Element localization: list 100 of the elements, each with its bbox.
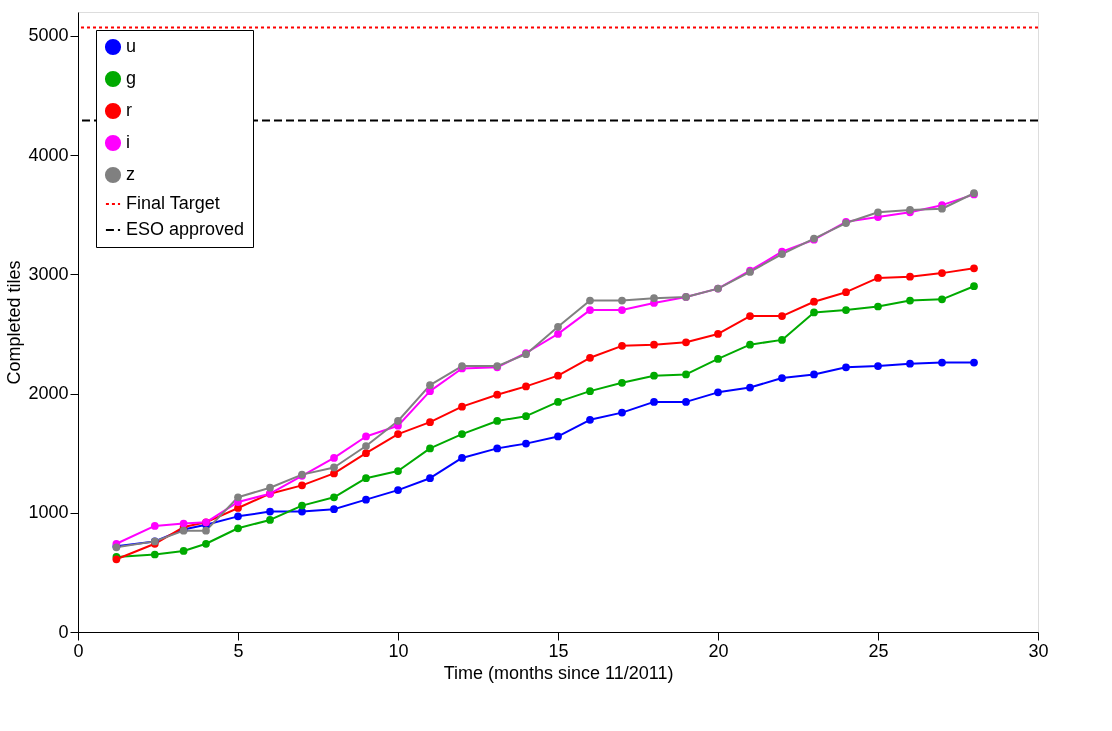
point: [202, 539, 210, 548]
point: [426, 474, 434, 483]
point: [458, 454, 466, 462]
x-tick-label: 20: [708, 640, 729, 661]
point: [970, 282, 978, 291]
point: [394, 467, 402, 475]
legend-label: z: [126, 164, 135, 184]
point: [938, 204, 946, 213]
point: [906, 359, 914, 368]
point: [906, 272, 914, 281]
point: [714, 330, 722, 338]
point: [938, 358, 946, 367]
legend-label: ESO approved: [126, 219, 245, 239]
x-tick-label: 15: [548, 640, 569, 661]
point: [202, 526, 210, 535]
y-tick-label: 4000: [28, 144, 69, 165]
point: [618, 408, 626, 417]
point: [650, 340, 658, 349]
point: [714, 355, 722, 363]
point: [938, 295, 946, 304]
point: [810, 297, 818, 306]
point: [810, 308, 818, 317]
point: [394, 430, 402, 438]
point: [426, 444, 434, 453]
legend-label: Final Target: [126, 193, 220, 213]
point: [298, 481, 306, 490]
point: [493, 417, 502, 425]
point: [874, 302, 882, 311]
legend-label: u: [126, 36, 137, 56]
point: [330, 493, 338, 502]
point: [618, 306, 626, 314]
point: [362, 474, 370, 483]
point: [586, 387, 594, 396]
point: [150, 522, 159, 530]
point: [682, 370, 690, 379]
point: [650, 398, 658, 406]
legend-label: g: [126, 68, 137, 88]
point: [682, 338, 690, 347]
point: [842, 306, 850, 314]
point: [522, 412, 530, 421]
point: [179, 519, 188, 528]
point: [179, 547, 188, 555]
point: [394, 486, 402, 494]
point: [938, 269, 946, 277]
point: [298, 501, 306, 510]
point: [458, 430, 466, 438]
point: [586, 353, 594, 362]
x-tick-label: 30: [1028, 640, 1049, 661]
point: [266, 516, 274, 524]
point: [330, 505, 338, 514]
point: [362, 442, 370, 450]
point: [330, 469, 338, 478]
point: [618, 378, 626, 387]
point: [970, 358, 978, 367]
point: [778, 374, 786, 382]
point: [586, 306, 594, 314]
point: [522, 439, 530, 448]
point: [650, 294, 658, 303]
point: [874, 362, 882, 370]
point: [746, 383, 754, 392]
x-axis-title: Time (months since 11/2011): [443, 662, 674, 683]
point: [554, 322, 562, 331]
point: [493, 390, 502, 399]
point: [874, 208, 882, 217]
point: [266, 507, 274, 516]
legend-label: i: [126, 132, 130, 152]
point: [618, 296, 626, 305]
point: [746, 312, 754, 320]
x-tick-label: 25: [868, 640, 889, 661]
point: [842, 288, 850, 297]
y-tick-label: 2000: [28, 383, 69, 404]
point: [586, 296, 594, 305]
point: [493, 444, 502, 453]
y-tick-label: 3000: [28, 263, 69, 284]
y-tick-label: 1000: [28, 502, 69, 523]
point: [522, 382, 530, 391]
point: [362, 495, 370, 504]
point: [362, 449, 370, 458]
point: [426, 381, 434, 390]
point: [330, 454, 338, 462]
point: [906, 296, 914, 305]
y-tick-label: 5000: [28, 25, 69, 46]
y-tick-label: 0: [58, 621, 69, 642]
point: [970, 264, 978, 273]
x-tick-label: 5: [233, 640, 244, 661]
point: [554, 432, 562, 441]
point: [810, 370, 818, 379]
point: [554, 330, 562, 338]
point: [586, 415, 594, 424]
point: [650, 371, 658, 380]
point: [618, 341, 626, 350]
point: [554, 371, 562, 380]
point: [234, 524, 242, 533]
y-axis-title: Completed tiles: [4, 260, 25, 385]
point: [394, 417, 402, 425]
point: [874, 274, 882, 282]
point: [746, 340, 754, 349]
point: [778, 336, 786, 344]
point: [150, 550, 159, 559]
x-tick-label: 0: [73, 640, 84, 661]
